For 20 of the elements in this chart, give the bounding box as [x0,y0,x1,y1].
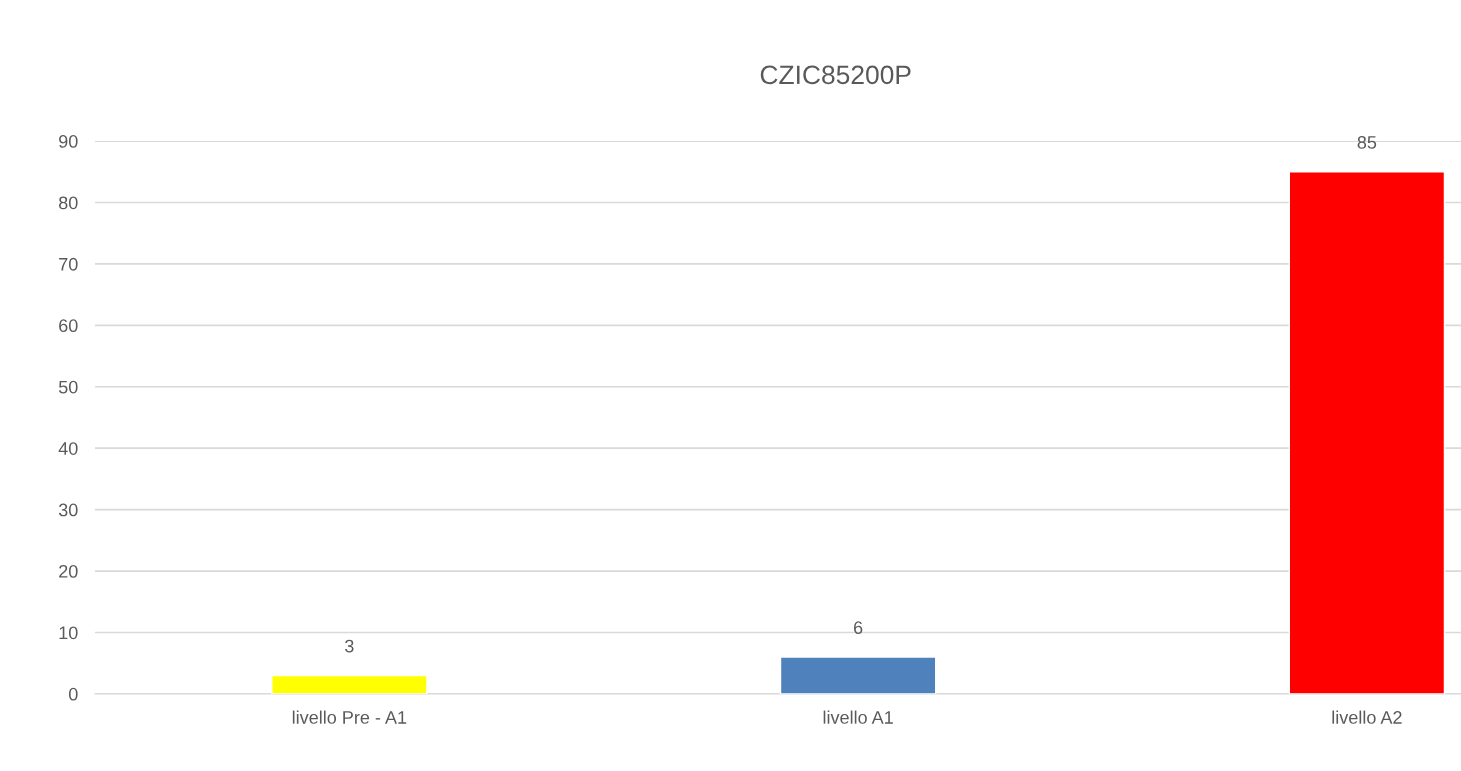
y-tick-label: 80 [59,196,78,210]
x-tick-label: livello Pre - A1 [292,710,407,724]
y-tick-label: 0 [68,687,78,701]
chart-title: CZIC85200P [760,65,911,85]
x-tick-label: livello A1 [823,710,893,724]
y-tick-label: 50 [58,380,78,394]
bar [1288,171,1446,694]
y-tick-label: 30 [58,503,78,517]
bar [271,674,428,694]
bar [779,656,937,694]
y-tick-label: 70 [59,257,78,271]
y-tick-label: 60 [59,319,78,333]
data-label: 3 [345,639,354,653]
data-label: 85 [1357,136,1377,149]
y-tick-label: 40 [58,442,78,455]
y-tick-label: 20 [59,564,78,578]
data-label: 6 [854,621,863,635]
x-tick-label: livello A2 [1332,710,1402,724]
y-tick-label: 90 [59,135,78,148]
y-tick-label: 10 [59,626,78,640]
